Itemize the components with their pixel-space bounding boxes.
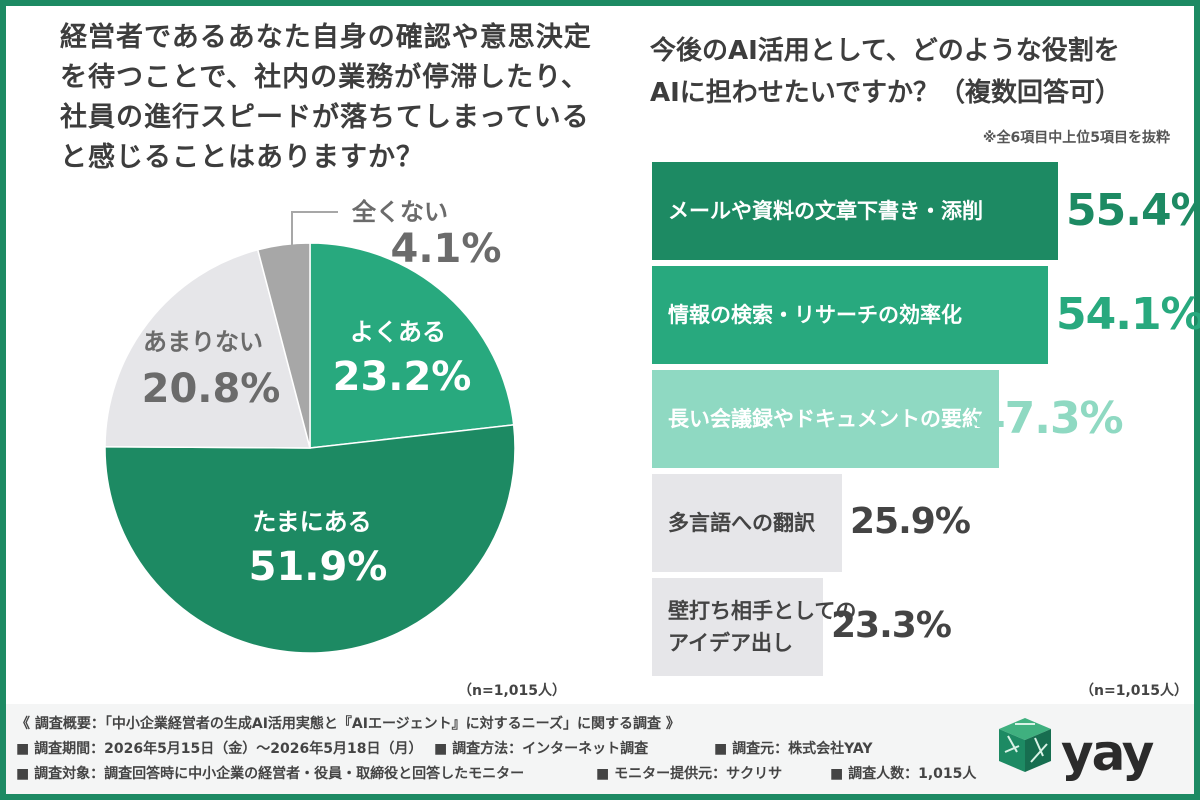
bar-value: 54.1% [1056, 289, 1200, 340]
survey-title: 《 調査概要：「中小企業経営者の生成AI活用実態と『AIエージェント』に対するニ… [16, 716, 680, 732]
right-question: 今後のAI活用として、どのような役割を AIに担わせたいですか？（複数回答可） [650, 30, 1170, 114]
excerpt-note: ※全6項目中上位5項目を抜粋 [982, 130, 1170, 146]
pie-slice-value: 20.8% [142, 366, 281, 412]
pie-slice [104, 424, 516, 654]
bar-value: 55.4% [1066, 185, 1200, 236]
yay-logo: yay [999, 718, 1156, 782]
bar-label-line: 壁打ち相手としての [668, 599, 857, 623]
pie-slice [256, 242, 311, 449]
pie-slice-value: 23.2% [333, 354, 472, 400]
pie-slice-label: あまりない [143, 328, 263, 356]
left-question: 経営者であるあなた自身の確認や意思決定 を待つことで、社内の業務が停滞したり、 … [60, 18, 600, 178]
bar-label-line: メールや資料の文章下書き・添削 [668, 199, 983, 223]
bar-sample-size: （n=1,015人） [1080, 683, 1188, 699]
left-question-line: を待つことで、社内の業務が停滞したり、 [60, 62, 590, 93]
survey-period: ■ 調査期間：2026年5月15日（金）〜2026年5月18日（月） [16, 741, 423, 757]
cube-logo-icon [999, 718, 1051, 772]
survey-count: ■ 調査人数：1,015人 [830, 766, 977, 782]
bar: 長い会議録やドキュメントの要約 [652, 370, 999, 468]
left-question-line: 社員の進行スピードが落ちてしまっている [60, 102, 590, 133]
pie-slice-label: たまにある [252, 508, 371, 536]
pie-slice-label: 全くない [351, 198, 448, 226]
bar: メールや資料の文章下書き・添削 [652, 162, 1058, 260]
pie-slice-value: 4.1% [391, 226, 502, 272]
bar-label: 多言語への翻訳 [668, 507, 815, 539]
bar: 多言語への翻訳 [652, 474, 842, 572]
left-question-line: と感じることはありますか？ [60, 142, 424, 173]
bar-label: メールや資料の文章下書き・添削 [668, 195, 983, 227]
bar-value: 23.3% [831, 605, 952, 646]
pie-slice [309, 242, 515, 449]
right-question-line: 今後のAI活用として、どのような役割を [650, 36, 1120, 66]
bar-label-line: 多言語への翻訳 [668, 511, 815, 535]
survey-provider: ■ モニター提供元：サクリサ [596, 766, 783, 782]
bar-label-line: 長い会議録やドキュメントの要約 [668, 407, 983, 431]
pie-leader-line [291, 211, 338, 250]
bar-label: 長い会議録やドキュメントの要約 [668, 403, 983, 435]
bar-label: 情報の検索・リサーチの効率化 [668, 299, 962, 331]
pie-slice [104, 248, 311, 449]
bar: 情報の検索・リサーチの効率化 [652, 266, 1048, 364]
logo-wordmark: yay [1061, 724, 1154, 782]
pie-sample-size: （n=1,015人） [458, 683, 566, 699]
bar-label-line: 情報の検索・リサーチの効率化 [668, 303, 962, 327]
bar-label: 壁打ち相手としての アイデア出し [668, 595, 856, 659]
survey-method: ■ 調査方法：インターネット調査 [434, 741, 649, 757]
survey-source: ■ 調査元：株式会社YAY [714, 741, 873, 757]
bar: 壁打ち相手としての アイデア出し [652, 578, 856, 676]
bar-label-line: アイデア出し [668, 631, 793, 655]
right-question-line: AIに担わせたいですか？（複数回答可） [650, 78, 1122, 108]
pie-slice-label: よくある [350, 318, 446, 346]
pie-slice-value: 51.9% [249, 544, 388, 590]
left-question-line: 経営者であるあなた自身の確認や意思決定 [60, 22, 592, 53]
bar-value: 25.9% [850, 501, 971, 542]
bar-value: 47.3% [975, 393, 1124, 444]
survey-target: ■ 調査対象：調査回答時に中小企業の経営者・役員・取締役と回答したモニター [16, 766, 525, 782]
